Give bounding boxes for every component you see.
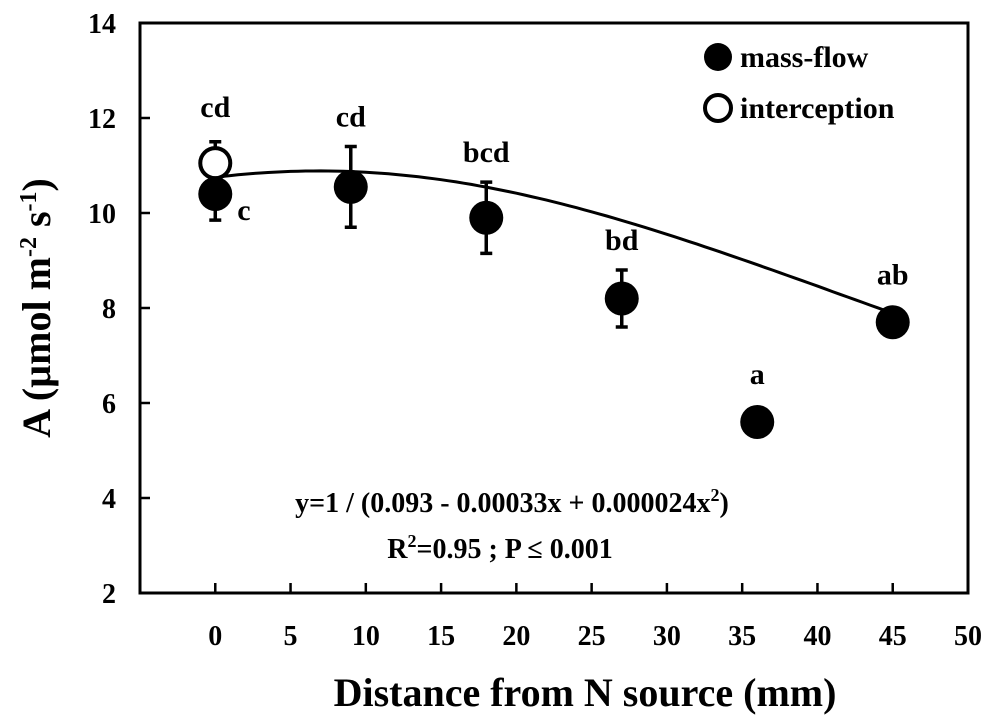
data-point-mass-flow [469,200,504,235]
x-tick-label: 40 [803,621,831,652]
x-tick-label: 50 [954,621,982,652]
legend-label-interception: interception [740,92,895,125]
significance-label: a [750,358,765,391]
data-point-mass-flow [333,169,368,204]
x-tick-labels: 0 5 10 15 20 25 30 35 40 45 50 [208,621,982,652]
fit-statistics: R2=0.95 ; P ≤ 0.001 [387,531,612,565]
y-tick-labels: 2 4 6 8 10 12 14 [88,9,116,610]
fit-curve [215,169,894,315]
y-tick-label: 2 [102,579,116,610]
axes [138,21,970,595]
x-tick-label: 25 [578,621,606,652]
x-tick-label: 15 [427,621,455,652]
data-point-mass-flow [740,405,775,439]
legend: mass-flow interception [703,41,895,125]
y-tick-label: 6 [102,389,116,420]
x-tick-label: 30 [653,621,681,652]
significance-label: ab [877,258,909,291]
fit-equation: y=1 / (0.093 - 0.00033x + 0.000024x2) [295,485,729,519]
y-tick-label: 4 [102,484,116,515]
legend-label-mass-flow: mass-flow [740,41,869,74]
data-point-mass-flow [604,281,639,316]
y-tick-label: 10 [88,199,116,230]
x-tick-label: 45 [879,621,907,652]
x-tick-label: 35 [728,621,756,652]
significance-label: cd [336,101,366,134]
data-point-interception [198,146,233,181]
significance-label: c [237,194,250,227]
y-axis-title: A (µmol m-2 s-1) [14,178,59,438]
legend-marker-mass-flow [704,43,732,71]
y-tick-label: 14 [88,9,116,40]
x-tick-label: 10 [352,621,380,652]
significance-label: bcd [463,136,510,169]
data-point-mass-flow [875,305,910,340]
x-tick-label: 20 [502,621,530,652]
fit-curve-group [215,169,894,315]
significance-labels: c cd bcd bd a ab cd [200,91,908,391]
y-tick-label: 12 [88,104,116,135]
significance-label: cd [200,91,230,124]
data-points [198,140,910,439]
significance-label: bd [605,224,639,257]
x-tick-label: 0 [208,621,222,652]
x-tick-label: 5 [284,621,298,652]
x-axis-title: Distance from N source (mm) [334,670,837,715]
legend-marker-interception [703,93,733,123]
data-point-mass-flow [198,177,233,211]
y-tick-label: 8 [102,294,116,325]
